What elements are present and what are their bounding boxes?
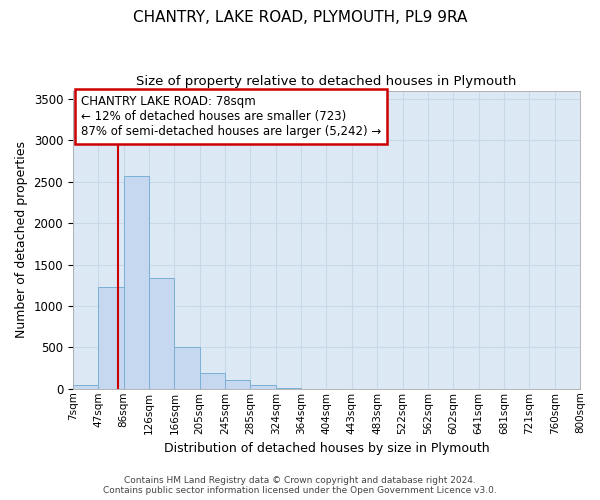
Bar (73, 384, 98, 389)
Text: Contains HM Land Registry data © Crown copyright and database right 2024.
Contai: Contains HM Land Registry data © Crown c… (103, 476, 497, 495)
Bar (276, 388, 301, 389)
Title: Size of property relative to detached houses in Plymouth: Size of property relative to detached ho… (136, 75, 517, 88)
Bar (149, 278, 175, 389)
Bar (124, 176, 149, 389)
Text: CHANTRY LAKE ROAD: 78sqm
← 12% of detached houses are smaller (723)
87% of semi-: CHANTRY LAKE ROAD: 78sqm ← 12% of detach… (80, 95, 381, 138)
X-axis label: Distribution of detached houses by size in Plymouth: Distribution of detached houses by size … (164, 442, 489, 455)
Bar (225, 380, 250, 389)
Text: CHANTRY, LAKE ROAD, PLYMOUTH, PL9 9RA: CHANTRY, LAKE ROAD, PLYMOUTH, PL9 9RA (133, 10, 467, 25)
Bar (98, 287, 124, 389)
Y-axis label: Number of detached properties: Number of detached properties (15, 141, 28, 338)
Bar (200, 372, 225, 389)
Bar (250, 386, 276, 389)
Bar (175, 348, 200, 389)
